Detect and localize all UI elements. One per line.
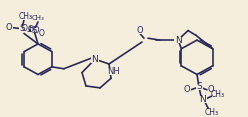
FancyBboxPatch shape: [208, 87, 215, 93]
Text: S: S: [31, 26, 37, 35]
FancyBboxPatch shape: [19, 26, 26, 31]
FancyBboxPatch shape: [109, 68, 119, 75]
Text: NH: NH: [108, 67, 120, 76]
Text: O: O: [6, 23, 12, 32]
FancyBboxPatch shape: [206, 109, 218, 116]
Text: N: N: [92, 55, 98, 64]
FancyBboxPatch shape: [174, 37, 182, 43]
Text: CH₃: CH₃: [32, 15, 44, 21]
Text: O: O: [33, 26, 39, 35]
FancyBboxPatch shape: [32, 28, 39, 33]
FancyBboxPatch shape: [195, 84, 203, 90]
Text: O: O: [28, 25, 34, 34]
FancyBboxPatch shape: [23, 24, 29, 29]
Text: CH₃: CH₃: [205, 108, 219, 117]
FancyBboxPatch shape: [5, 25, 12, 31]
FancyBboxPatch shape: [31, 28, 37, 33]
Text: CH₃: CH₃: [19, 12, 33, 21]
Text: N: N: [175, 36, 181, 45]
Text: S: S: [196, 82, 202, 91]
Text: O: O: [39, 29, 45, 38]
FancyBboxPatch shape: [212, 91, 224, 98]
FancyBboxPatch shape: [22, 26, 29, 31]
Text: N: N: [200, 95, 206, 104]
Text: CH₃: CH₃: [211, 90, 225, 99]
Text: O: O: [208, 85, 214, 94]
FancyBboxPatch shape: [184, 87, 190, 93]
Text: O: O: [137, 26, 143, 35]
FancyBboxPatch shape: [136, 27, 144, 34]
Text: O: O: [22, 24, 28, 33]
FancyBboxPatch shape: [37, 31, 44, 36]
FancyBboxPatch shape: [199, 96, 207, 103]
FancyBboxPatch shape: [91, 56, 99, 63]
Text: S: S: [19, 24, 25, 33]
Text: O: O: [184, 85, 190, 94]
FancyBboxPatch shape: [20, 13, 32, 20]
